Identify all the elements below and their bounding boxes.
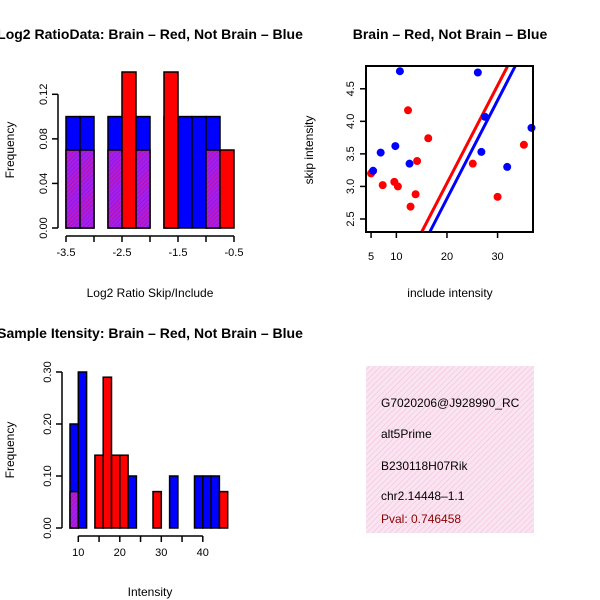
info-box-background xyxy=(366,366,534,533)
chart2-point-red-8 xyxy=(424,134,433,143)
chart2-point-blue-2 xyxy=(391,142,400,151)
chart3-bar-notbrain-1 xyxy=(77,371,88,529)
chart1-bar-notbrain-9 xyxy=(191,115,207,229)
chart3-xtick-label-0: 10 xyxy=(72,547,84,559)
chart2-plot-frame xyxy=(365,65,534,233)
chart2-fit-line-blue xyxy=(428,65,517,233)
chart3-title: Sample Itensity: Brain – Red, Not Brain … xyxy=(0,325,303,341)
chart1-bar-brain-10 xyxy=(205,149,221,229)
chart1-ytick-label-1: 0.04 xyxy=(38,173,50,194)
chart3-ytick-label-0: 0.00 xyxy=(42,517,54,538)
chart2-axes: 5 10 20 30 2.5 3.0 3.5 4.0 4.5 xyxy=(345,65,534,263)
chart2-point-red-1 xyxy=(378,181,387,190)
chart3-axes: 0.00 0.10 0.20 0.30 10 20 30 40 xyxy=(42,361,209,559)
chart1-xtick-label-1: -2.5 xyxy=(113,247,132,259)
chart2-ytick-label-4: 4.5 xyxy=(345,81,357,96)
chart2-xlabel: include intensity xyxy=(407,286,492,300)
chart1-ytick-label-2: 0.08 xyxy=(38,128,50,149)
info-box: G7020206@J928990_RC alt5Prime B230118H07… xyxy=(366,366,534,533)
chart1-bar-brain-11 xyxy=(219,149,235,229)
chart2-point-blue-7 xyxy=(480,112,489,121)
chart2-xtick-label-2: 20 xyxy=(441,251,453,263)
info-locus: chr2.14448–1.1 xyxy=(381,489,465,503)
chart2-point-red-7 xyxy=(413,157,422,166)
chart1-ylabel: Frequency xyxy=(3,122,17,179)
chart1-title: Log2 RatioData: Brain – Red, Not Brain –… xyxy=(0,26,303,42)
chart2-fit-line-red xyxy=(420,65,510,233)
chart3-bar-notbrain-12 xyxy=(168,475,179,529)
chart3-ytick-label-3: 0.30 xyxy=(42,361,54,382)
chart2-point-red-9 xyxy=(468,159,477,168)
chart2-point-blue-9 xyxy=(527,123,536,132)
chart3-bars xyxy=(69,371,229,529)
chart2-title: Brain – Red, Not Brain – Blue xyxy=(353,26,548,42)
chart1-ytick-label-3: 0.12 xyxy=(38,84,50,105)
info-id: G7020206@J928990_RC xyxy=(381,396,520,410)
chart2-point-blue-3 xyxy=(395,67,404,76)
chart1-bars xyxy=(65,71,235,229)
chart3-bar-notbrain-16 xyxy=(202,475,212,529)
scatter-intensity: Brain – Red, Not Brain – Blue include in… xyxy=(302,26,547,300)
chart1-bar-notbrain-8 xyxy=(177,115,193,229)
chart1-xtick-label-2: -1.5 xyxy=(169,247,188,259)
chart2-point-blue-6 xyxy=(477,147,486,156)
chart2-point-blue-1 xyxy=(376,148,385,157)
info-event-type: alt5Prime xyxy=(381,427,432,441)
chart1-bar-brain-0 xyxy=(65,149,81,229)
chart2-plot xyxy=(367,65,536,233)
chart2-ylabel: skip intensity xyxy=(302,116,316,185)
chart1-xtick-label-0: -3.5 xyxy=(57,247,76,259)
chart3-xlabel: Intensity xyxy=(128,585,173,599)
chart1-ytick-label-0: 0.00 xyxy=(38,217,50,238)
chart3-xtick-label-2: 30 xyxy=(155,547,167,559)
chart2-point-red-10 xyxy=(493,192,502,201)
chart3-xtick-label-1: 20 xyxy=(114,547,126,559)
chart1-bar-brain-7 xyxy=(163,71,179,229)
info-box-mask xyxy=(534,366,600,536)
chart2-ytick-label-3: 4.0 xyxy=(345,114,357,129)
chart3-bar-brain-3 xyxy=(94,454,104,529)
chart2-point-red-5 xyxy=(406,202,415,211)
chart2-point-blue-4 xyxy=(405,159,414,168)
chart1-xtick-label-3: -0.5 xyxy=(225,247,244,259)
chart3-ytick-label-2: 0.20 xyxy=(42,413,54,434)
chart3-xtick-label-3: 40 xyxy=(197,547,209,559)
histogram-sample-intensity: Sample Itensity: Brain – Red, Not Brain … xyxy=(0,325,303,599)
chart1-bar-brain-1 xyxy=(79,149,95,229)
chart1-axes: 0.00 0.04 0.08 0.12 -3.5 -2.5 -1.5 -0.5 xyxy=(38,84,243,259)
chart1-bar-brain-4 xyxy=(121,71,137,229)
chart2-ytick-label-0: 2.5 xyxy=(345,211,357,226)
chart2-point-red-11 xyxy=(519,140,528,149)
chart3-bar-brain-6 xyxy=(119,454,129,529)
histogram-log2-ratio: Log2 RatioData: Brain – Red, Not Brain –… xyxy=(0,26,303,300)
chart3-bar-brain-4 xyxy=(102,376,113,529)
chart2-point-red-4 xyxy=(404,106,413,115)
chart3-ylabel: Frequency xyxy=(3,422,17,479)
chart3-bar-notbrain-15 xyxy=(193,475,204,529)
chart2-point-red-6 xyxy=(411,190,420,199)
chart3-bar-brain-5 xyxy=(110,454,121,529)
chart2-ytick-label-2: 3.5 xyxy=(345,146,357,161)
chart2-point-blue-0 xyxy=(369,166,378,175)
chart3-bar-brain-10 xyxy=(152,490,163,529)
chart3-bar-notbrain-17 xyxy=(210,475,221,529)
chart1-bar-brain-3 xyxy=(107,149,123,229)
chart2-point-blue-5 xyxy=(473,68,482,77)
chart1-bar-brain-5 xyxy=(135,149,151,229)
chart2-xtick-label-0: 5 xyxy=(368,251,374,263)
chart3-bar-brain-18 xyxy=(218,490,229,529)
info-pval: Pval: 0.746458 xyxy=(381,512,461,526)
chart2-point-red-3 xyxy=(393,182,402,191)
info-gene: B230118H07Rik xyxy=(381,459,469,473)
chart3-ytick-label-1: 0.10 xyxy=(42,465,54,486)
chart3-bar-notbrain-7 xyxy=(127,475,138,529)
chart2-ytick-label-1: 3.0 xyxy=(345,179,357,194)
chart2-xtick-label-3: 30 xyxy=(491,251,503,263)
chart2-xtick-label-1: 10 xyxy=(390,251,402,263)
chart2-point-blue-8 xyxy=(503,162,512,171)
chart3-bar-brain-0 xyxy=(69,490,80,529)
chart1-xlabel: Log2 Ratio Skip/Include xyxy=(87,286,214,300)
